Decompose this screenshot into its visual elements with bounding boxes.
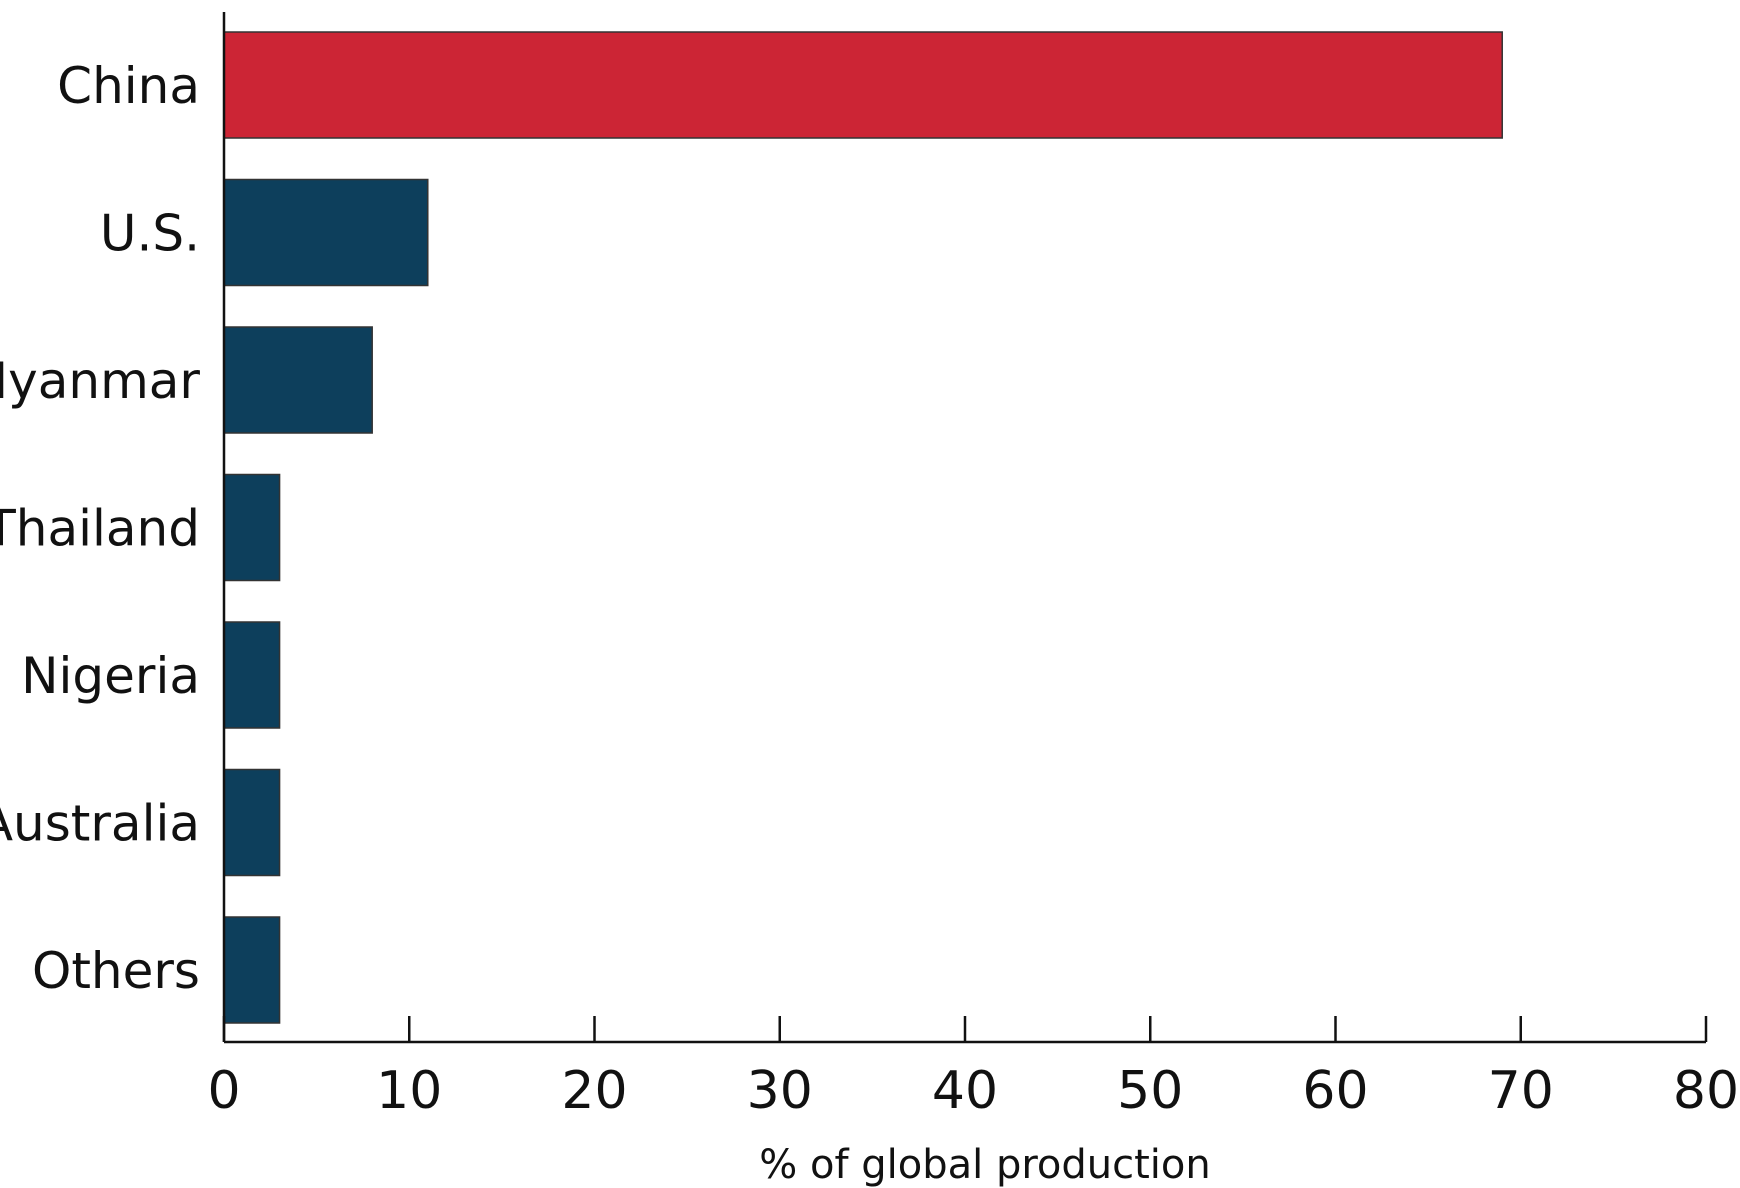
x-tick-label-20: 20 [561, 1061, 627, 1121]
x-tick-label-30: 30 [747, 1061, 813, 1121]
bar-thailand [223, 473, 281, 582]
category-label-u-s: U.S. [100, 205, 200, 263]
bar-myanmar [223, 326, 373, 434]
category-label-china: China [57, 57, 200, 115]
category-label-nigeria: Nigeria [21, 647, 200, 705]
x-tick-label-0: 0 [207, 1061, 240, 1121]
category-label-others: Others [32, 942, 200, 1000]
category-label-myanmar: Myanmar [0, 352, 200, 410]
bar-australia [223, 768, 281, 877]
bar-others [223, 916, 281, 1024]
category-label-thailand: Thailand [0, 500, 200, 558]
category-labels: China U.S. Myanmar Thailand Nigeria Australia… [0, 57, 200, 1000]
x-tick-label-80: 80 [1673, 1061, 1739, 1121]
bar-china [223, 31, 1503, 139]
x-tick-label-70: 70 [1488, 1061, 1554, 1121]
bar-u-s [223, 178, 429, 287]
x-axis-ticks: 0 10 20 30 40 50 60 70 80 [207, 1016, 1739, 1121]
category-label-australia: Australia [0, 795, 200, 853]
x-tick-label-50: 50 [1117, 1061, 1183, 1121]
x-tick-label-10: 10 [376, 1061, 442, 1121]
bars-group [223, 31, 1503, 1024]
x-tick-label-40: 40 [932, 1061, 998, 1121]
bar-nigeria [223, 621, 281, 729]
x-axis-title: % of global production [759, 1142, 1210, 1188]
x-tick-label-60: 60 [1302, 1061, 1368, 1121]
